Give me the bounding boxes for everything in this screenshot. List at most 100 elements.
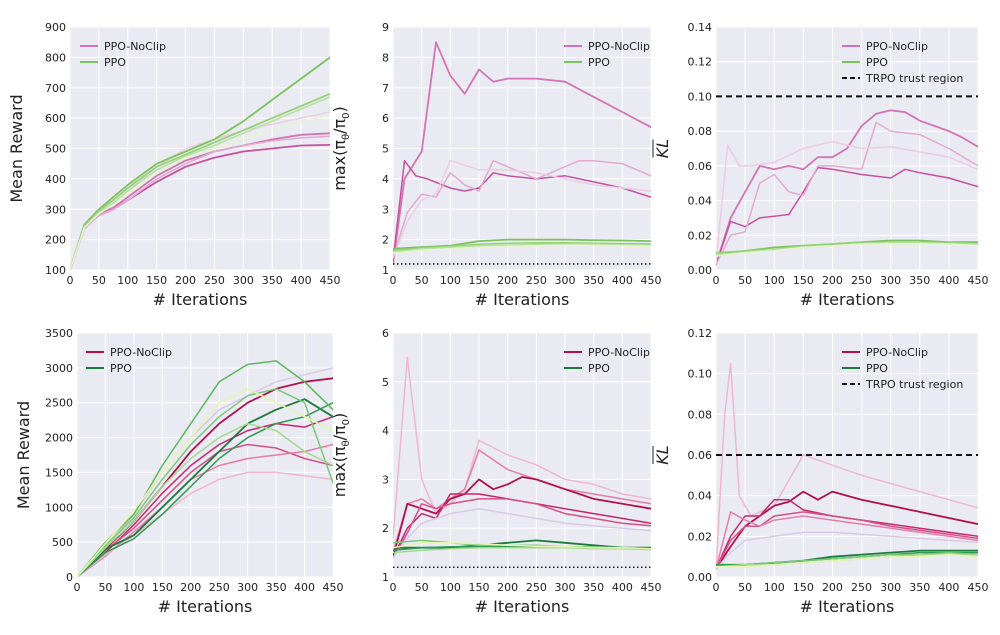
x-tick-label: 150 — [146, 274, 167, 287]
x-tick-label: 400 — [612, 274, 633, 287]
y-tick-label: 600 — [45, 112, 66, 125]
series-line-ppo-4 — [70, 56, 330, 270]
x-tick-label: 250 — [526, 581, 547, 594]
y-axis-label-text: KL — [653, 445, 672, 464]
y-tick-label: 5 — [382, 143, 389, 156]
series-line-ppo-noclip-2 — [393, 159, 651, 259]
x-axis-label: # Iterations — [475, 597, 570, 616]
x-tick-label: 200 — [497, 274, 518, 287]
y-tick-label: 500 — [45, 143, 66, 156]
y-axis-label-1: max(πθ/π0) — [330, 106, 352, 191]
x-tick-label: 450 — [323, 581, 344, 594]
x-tick-label: 250 — [209, 581, 230, 594]
chart-panel-2: 0 50 100 150 200 250 300 350 400 450 0.00 0.02 0.04 0… — [688, 21, 989, 309]
series-line-ppo-8 — [716, 551, 978, 568]
y-tick-label: 0.06 — [688, 449, 713, 462]
series-line-ppo-6 — [393, 243, 651, 253]
y-tick-label: 5 — [382, 376, 389, 389]
series-line-ppo-noclip-1 — [393, 159, 651, 262]
plot-background — [393, 333, 651, 577]
y-axis-label-2: KL — [652, 139, 672, 158]
y-tick-label: 400 — [45, 173, 66, 186]
y-tick-label: 2 — [382, 234, 389, 247]
x-tick-label: 50 — [415, 274, 429, 287]
x-tick-label: 0 — [713, 581, 720, 594]
legend-label: PPO-NoClip — [866, 346, 928, 359]
y-tick-label: 0.08 — [688, 125, 713, 138]
y-tick-label: 0.14 — [688, 21, 713, 34]
series-line-ppo-noclip-0 — [716, 362, 978, 570]
y-tick-label: 6 — [382, 112, 389, 125]
series-line-ppo-noclip-2 — [716, 121, 978, 266]
x-tick-label: 350 — [262, 274, 283, 287]
y-tick-label: 7 — [382, 82, 389, 95]
x-tick-label: 250 — [204, 274, 225, 287]
series-line-ppo-noclip-2 — [70, 135, 330, 270]
x-tick-label: 250 — [526, 274, 547, 287]
x-tick-label: 300 — [233, 274, 254, 287]
y-tick-label: 9 — [382, 21, 389, 34]
y-tick-label: 0.10 — [688, 90, 713, 103]
x-tick-label: 400 — [291, 274, 312, 287]
legend-label: PPO-NoClip — [866, 40, 928, 53]
x-tick-label: 150 — [469, 274, 490, 287]
legend: PPO-NoClip PPO — [564, 346, 650, 375]
series-line-ppo-noclip-1 — [393, 449, 651, 554]
y-tick-label: 2 — [382, 522, 389, 535]
legend-label: PPO — [110, 362, 132, 375]
y-tick-label: 0.04 — [688, 490, 713, 503]
y-tick-label: 0.04 — [688, 195, 713, 208]
x-tick-label: 0 — [713, 274, 720, 287]
y-tick-label: 300 — [45, 203, 66, 216]
y-tick-label: 100 — [45, 264, 66, 277]
series-group — [716, 362, 978, 570]
series-line-ppo-noclip-4 — [716, 511, 978, 570]
y-tick-label: 0.12 — [688, 56, 713, 69]
legend-label: PPO — [588, 56, 610, 69]
y-axis-label-5: KL — [652, 445, 672, 465]
x-tick-label: 100 — [764, 274, 785, 287]
chart-panel-3: 0 50 100 150 200 250 300 350 400 450 0 500 1000 1500 2… — [45, 327, 344, 616]
y-tick-label: 200 — [45, 234, 66, 247]
series-group — [393, 356, 651, 569]
y-tick-label: 0.00 — [688, 264, 713, 277]
series-group — [70, 56, 330, 270]
x-tick-label: 400 — [612, 581, 633, 594]
y-tick-label: 2500 — [45, 397, 73, 410]
x-axis-label: # Iterations — [800, 597, 895, 616]
x-tick-label: 200 — [822, 581, 843, 594]
x-tick-label: 250 — [851, 581, 872, 594]
x-tick-label: 450 — [641, 274, 662, 287]
y-tick-label: 0.08 — [688, 408, 713, 421]
series-line-ppo-10 — [77, 422, 333, 577]
x-tick-label: 100 — [440, 581, 461, 594]
x-tick-label: 450 — [968, 581, 989, 594]
x-tick-label: 100 — [123, 581, 144, 594]
x-tick-label: 200 — [175, 274, 196, 287]
y-tick-label: 0.02 — [688, 530, 713, 543]
series-line-ppo-noclip-0 — [716, 109, 978, 266]
x-tick-label: 250 — [851, 274, 872, 287]
legend: PPO-NoClip PPO TRPO trust region — [842, 346, 963, 391]
y-tick-label: 1500 — [45, 466, 73, 479]
series-line-ppo-6 — [70, 96, 330, 270]
x-tick-label: 400 — [938, 581, 959, 594]
y-tick-label: 3000 — [45, 362, 73, 375]
legend-label: PPO-NoClip — [588, 40, 650, 53]
series-line-ppo-6 — [77, 398, 333, 577]
x-tick-label: 300 — [237, 581, 258, 594]
x-tick-label: 400 — [294, 581, 315, 594]
y-axis-label-text: Mean Reward — [14, 401, 33, 509]
legend: PPO-NoClip PPO — [86, 346, 172, 375]
y-axis-label-text: max(πθ/π0) — [330, 413, 352, 498]
x-tick-label: 300 — [555, 581, 576, 594]
series-line-ppo-9 — [77, 388, 333, 577]
x-tick-label: 150 — [793, 581, 814, 594]
series-line-ppo-noclip-3 — [393, 159, 651, 259]
legend-label: PPO — [104, 56, 126, 69]
y-tick-label: 900 — [45, 21, 66, 34]
series-line-ppo-noclip-2 — [716, 498, 978, 570]
chart-panel-4: 0 50 100 150 200 250 300 350 400 450 1 2 3 4 5 6 # Itera… — [382, 327, 662, 616]
y-tick-label: 1 — [382, 571, 389, 584]
